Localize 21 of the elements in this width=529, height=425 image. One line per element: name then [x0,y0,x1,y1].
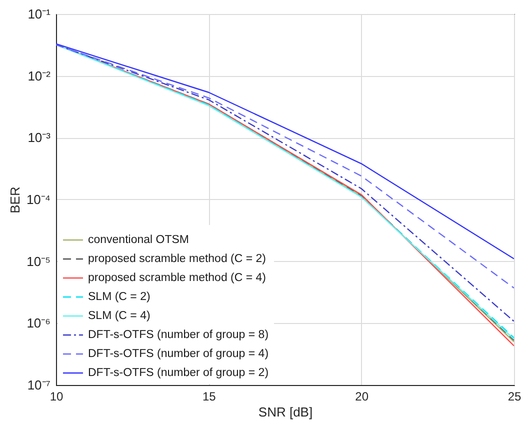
y-tick-label: 10⁻² [28,68,52,84]
y-tick-label: 10⁻⁶ [26,316,50,331]
y-tick-label: 10⁻⁴ [26,192,50,207]
legend-label: SLM (C = 2) [88,291,150,303]
x-tick-label: 15 [202,390,216,404]
x-tick-label: 10 [50,390,64,404]
y-tick-label: 10⁻³ [28,130,52,146]
legend-label: conventional OTSM [88,234,189,246]
x-tick-label: 25 [508,390,522,404]
legend-label: proposed scramble method (C = 2) [88,253,266,265]
legend-label: SLM (C = 4) [88,310,150,322]
x-axis-title: SNR [dB] [258,404,313,420]
x-tick-label: 20 [355,390,369,404]
y-tick-label: 10⁻⁷ [27,378,51,392]
legend-label: proposed scramble method (C = 4) [88,272,266,284]
legend-label: DFT-s-OTFS (number of group = 8) [88,329,269,341]
y-tick-label: 10⁻⁵ [26,254,50,269]
legend-label: DFT-s-OTFS (number of group = 4) [88,348,269,360]
y-axis-title: BER [7,186,22,214]
y-tick-label: 10⁻¹ [28,6,52,22]
legend-label: DFT-s-OTFS (number of group = 2) [88,367,269,379]
